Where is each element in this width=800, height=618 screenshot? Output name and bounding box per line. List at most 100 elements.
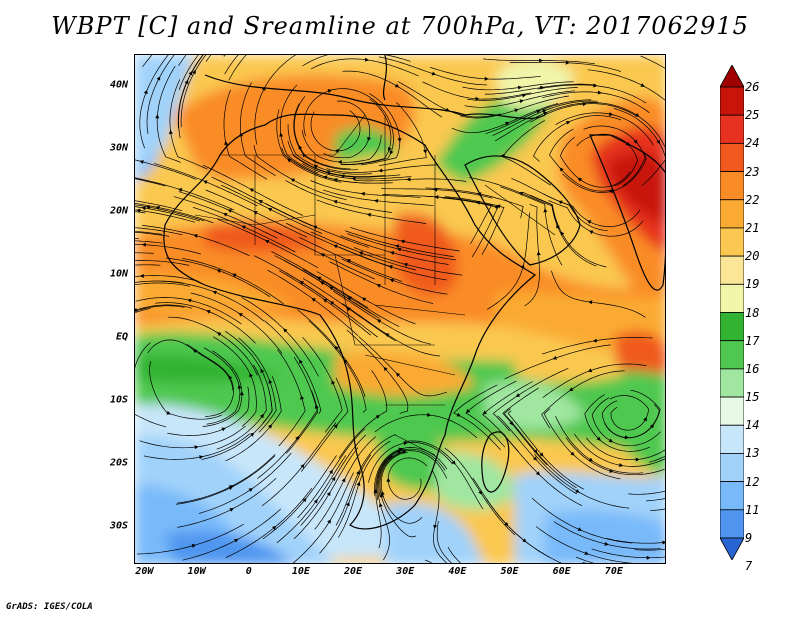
streamline-arrow bbox=[517, 85, 523, 90]
streamline-arrow bbox=[385, 333, 390, 337]
streamline-arrow bbox=[228, 486, 233, 491]
streamline-arrow bbox=[146, 205, 151, 210]
colorbar-swatch bbox=[720, 396, 744, 426]
streamline bbox=[257, 390, 318, 479]
streamline-arrow bbox=[313, 164, 318, 169]
streamline-arrow bbox=[560, 231, 565, 236]
streamline-arrow bbox=[311, 297, 316, 302]
streamline-arrow bbox=[178, 188, 183, 192]
mediterranean-coastline bbox=[204, 74, 546, 120]
lat-tick-label: 40N bbox=[109, 79, 128, 91]
colorbar-swatch bbox=[720, 114, 744, 144]
colorbar-level-label: 24 bbox=[745, 136, 760, 151]
lat-tick-label: 10N bbox=[109, 268, 128, 280]
streamline bbox=[271, 251, 369, 309]
streamline-arrow bbox=[608, 112, 614, 116]
streamline-arrow bbox=[191, 543, 197, 548]
streamline bbox=[156, 65, 181, 163]
streamline-arrow bbox=[515, 393, 521, 397]
streamline bbox=[431, 470, 448, 563]
streamline-arrow bbox=[569, 387, 574, 392]
streamline-arrow bbox=[237, 384, 242, 389]
streamline-arrow bbox=[402, 449, 407, 454]
streamline bbox=[344, 230, 454, 258]
streamline-arrow bbox=[327, 89, 332, 93]
streamline bbox=[149, 361, 222, 420]
streamline-arrow bbox=[366, 212, 372, 217]
colorbar-top-arrow bbox=[720, 65, 744, 88]
streamline bbox=[648, 455, 665, 463]
streamline-arrow bbox=[320, 281, 325, 286]
streamline-arrow bbox=[212, 290, 217, 295]
streamline bbox=[464, 90, 575, 108]
streamline bbox=[587, 69, 665, 101]
streamline bbox=[591, 548, 665, 559]
streamline-arrow bbox=[299, 359, 303, 364]
streamline-arrow bbox=[203, 180, 208, 185]
streamline bbox=[202, 350, 243, 427]
colorbar-level-label: 16 bbox=[745, 361, 760, 376]
streamline bbox=[606, 538, 665, 544]
streamline-arrow bbox=[646, 555, 651, 560]
streamline-arrow bbox=[475, 96, 480, 101]
streamline-arrow bbox=[223, 212, 228, 217]
streamline-arrow bbox=[456, 412, 461, 417]
streamline bbox=[139, 55, 169, 149]
streamline-arrow bbox=[141, 206, 146, 211]
streamline bbox=[522, 191, 597, 267]
lat-tick-label: 30S bbox=[109, 520, 128, 532]
streamline-arrow bbox=[232, 273, 237, 278]
streamline-arrow bbox=[514, 108, 519, 113]
streamline-arrow bbox=[253, 211, 258, 215]
lon-tick-label: 10E bbox=[291, 566, 310, 577]
streamline bbox=[530, 103, 637, 123]
streamline-arrow bbox=[341, 477, 346, 483]
streamline-arrow bbox=[559, 167, 564, 172]
streamline-arrow bbox=[375, 415, 380, 419]
streamline bbox=[139, 425, 246, 449]
streamline-arrow bbox=[389, 150, 394, 155]
lat-tick-label: 20N bbox=[109, 205, 128, 217]
streamline bbox=[499, 186, 563, 266]
streamline bbox=[205, 55, 212, 62]
streamline bbox=[484, 83, 597, 95]
colorbar-level-label: 25 bbox=[745, 108, 760, 123]
streamline-arrow bbox=[143, 89, 148, 95]
colorbar-swatch bbox=[720, 86, 744, 116]
streamline bbox=[225, 487, 313, 559]
streamline bbox=[135, 209, 196, 223]
streamline-arrow bbox=[346, 259, 351, 263]
streamline bbox=[135, 282, 190, 287]
streamline-arrow bbox=[518, 191, 524, 196]
streamline-arrow bbox=[395, 372, 401, 377]
streamline-arrow bbox=[267, 208, 273, 212]
streamline-arrow bbox=[216, 269, 221, 273]
streamline bbox=[300, 377, 349, 472]
streamline bbox=[374, 414, 478, 439]
streamline bbox=[135, 240, 163, 244]
streamline-arrow bbox=[587, 220, 592, 224]
streamline bbox=[492, 100, 598, 136]
streamline bbox=[169, 79, 208, 170]
streamline bbox=[173, 196, 278, 239]
streamline bbox=[135, 227, 183, 236]
streamline bbox=[241, 297, 319, 377]
streamline bbox=[335, 434, 396, 526]
streamline bbox=[293, 96, 351, 170]
streamline bbox=[135, 231, 163, 235]
streamline-arrow bbox=[283, 328, 288, 333]
streamline bbox=[483, 58, 595, 65]
colorbar-level-label: 7 bbox=[745, 559, 753, 574]
streamline bbox=[378, 450, 448, 497]
colorbar-bottom-arrow bbox=[720, 537, 744, 560]
streamline-arrow bbox=[643, 416, 647, 422]
streamline bbox=[338, 440, 391, 538]
streamline-arrow bbox=[633, 139, 638, 144]
streamline bbox=[135, 297, 242, 325]
streamline bbox=[444, 196, 505, 255]
streamline bbox=[310, 110, 361, 152]
streamline-arrow bbox=[509, 421, 514, 426]
colorbar-level-label: 13 bbox=[745, 446, 760, 461]
streamline-arrow bbox=[535, 471, 541, 476]
colorbar-swatch bbox=[720, 509, 744, 539]
